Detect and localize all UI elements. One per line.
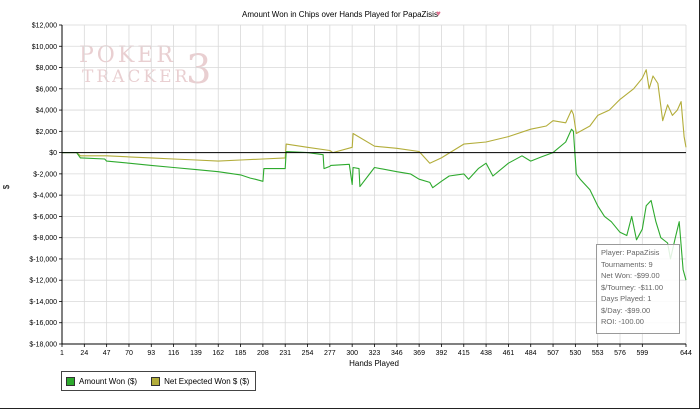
chart-axes bbox=[61, 25, 686, 345]
x-tick-label-27: 644 bbox=[680, 350, 692, 357]
x-tick-label-24: 553 bbox=[592, 350, 604, 357]
y-tick-label-10: $-8,000 bbox=[33, 235, 57, 242]
x-tick-label-26: 599 bbox=[636, 350, 648, 357]
legend-label-net-expected: Net Expected Won $ ($) bbox=[164, 376, 250, 386]
x-tick-label-9: 208 bbox=[257, 350, 269, 357]
series-line-0 bbox=[62, 128, 687, 281]
x-tick-label-17: 392 bbox=[436, 350, 448, 357]
stats-tournaments: Tournaments: 9 bbox=[601, 259, 653, 269]
y-axis-label: $ bbox=[2, 184, 11, 189]
y-tick-label-0: $12,000 bbox=[32, 23, 57, 30]
chart-title: Amount Won in Chips over Hands Played fo… bbox=[242, 10, 438, 19]
chart-series bbox=[62, 69, 687, 281]
chart-legend: Amount Won ($) Net Expected Won $ ($) bbox=[61, 371, 257, 391]
y-tick-label-15: $-18,000 bbox=[29, 342, 57, 349]
logo-text-poker: POKER bbox=[79, 43, 176, 68]
legend-label-amount-won: Amount Won ($) bbox=[79, 376, 138, 386]
series-line-1 bbox=[62, 69, 687, 164]
x-tick-label-15: 346 bbox=[391, 350, 403, 357]
x-tick-label-8: 185 bbox=[235, 350, 247, 357]
x-tick-label-5: 116 bbox=[168, 350, 179, 357]
x-tick-label-12: 277 bbox=[324, 350, 336, 357]
x-tick-label-19: 438 bbox=[480, 350, 492, 357]
stats-roi: ROI: -100.00 bbox=[601, 317, 644, 326]
y-tick-label-7: $-2,000 bbox=[33, 171, 57, 178]
x-tick-label-21: 484 bbox=[525, 350, 537, 357]
chart-grid bbox=[61, 24, 687, 345]
x-tick-label-25: 576 bbox=[614, 350, 626, 357]
legend-item-amount-won[interactable]: Amount Won ($) bbox=[66, 376, 138, 386]
y-tick-label-14: $-16,000 bbox=[29, 320, 57, 327]
x-axis-label: Hands Played bbox=[349, 359, 399, 368]
stats-per-tourney: $/Tourney: -$11.00 bbox=[601, 282, 663, 292]
y-tick-label-2: $8,000 bbox=[36, 65, 58, 72]
y-tick-label-1: $10,000 bbox=[32, 44, 57, 51]
x-tick-label-3: 70 bbox=[125, 350, 133, 357]
y-tick-label-6: $0 bbox=[49, 150, 57, 157]
x-tick-label-2: 47 bbox=[103, 350, 111, 357]
y-tick-label-8: $-4,000 bbox=[33, 193, 57, 200]
player-stats-box: Player: PapaZisis Tournaments: 9 Net Won… bbox=[596, 244, 680, 334]
x-tick-label-1: 24 bbox=[80, 350, 88, 357]
y-tick-label-11: $-10,000 bbox=[29, 256, 57, 263]
stats-per-day: $/Day: -$99.00 bbox=[601, 305, 651, 315]
x-tick-label-7: 162 bbox=[212, 350, 224, 357]
legend-swatch-net-expected bbox=[151, 376, 161, 386]
stats-player: Player: PapaZisis bbox=[601, 248, 660, 257]
y-tick-label-5: $2,000 bbox=[36, 129, 58, 136]
x-tick-label-6: 139 bbox=[190, 350, 202, 357]
x-tick-label-20: 461 bbox=[503, 350, 515, 357]
x-tick-label-23: 530 bbox=[570, 350, 582, 357]
y-tick-label-4: $4,000 bbox=[36, 108, 58, 115]
y-tick-label-9: $-6,000 bbox=[33, 214, 57, 221]
y-tick-label-3: $6,000 bbox=[36, 86, 58, 93]
x-tick-label-14: 323 bbox=[369, 350, 381, 357]
x-tick-label-10: 231 bbox=[279, 350, 291, 357]
legend-swatch-amount-won bbox=[66, 376, 75, 386]
y-tick-label-13: $-14,000 bbox=[29, 299, 57, 306]
x-tick-label-0: 1 bbox=[60, 350, 64, 357]
x-tick-label-13: 300 bbox=[346, 350, 358, 357]
chart-ticks: $12,000 $10,000 $8,000 $6,000 $4,000 $2,000 $0… bbox=[29, 23, 692, 358]
stats-days-played: Days Played: 1 bbox=[601, 294, 652, 303]
x-tick-label-16: 369 bbox=[413, 350, 425, 357]
x-tick-label-11: 254 bbox=[302, 350, 314, 357]
heart-icon[interactable]: ♥ bbox=[436, 9, 441, 18]
x-tick-label-18: 415 bbox=[458, 350, 470, 357]
logo-text-3: 3 bbox=[186, 47, 211, 93]
x-tick-label-4: 93 bbox=[147, 350, 155, 357]
stats-net-won: Net Won: -$99.00 bbox=[601, 271, 660, 280]
legend-item-net-expected[interactable]: Net Expected Won $ ($) bbox=[151, 376, 250, 386]
x-tick-label-22: 507 bbox=[547, 350, 559, 357]
y-tick-label-12: $-12,000 bbox=[29, 278, 57, 285]
logo-text-tracker: TRACKER bbox=[82, 67, 190, 87]
